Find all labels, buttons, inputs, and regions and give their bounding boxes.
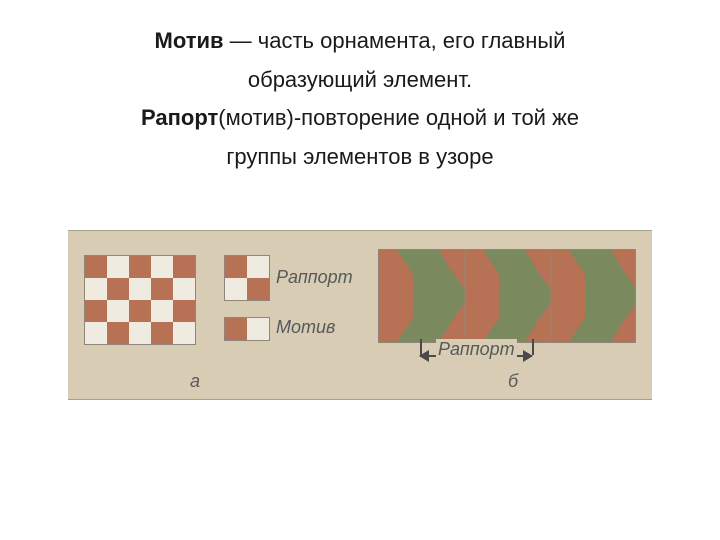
arrow-head-right-icon (523, 350, 533, 362)
def-rapport-line2: группы элементов в узоре (0, 138, 720, 177)
figure-panel: Раппорт Мотив Раппорт а б (68, 230, 652, 400)
cell (225, 256, 247, 278)
cell (225, 318, 247, 340)
definitions: Мотив — часть орнамента, его главный обр… (0, 22, 720, 176)
term-motif: Мотив (155, 28, 224, 53)
page: Мотив — часть орнамента, его главный обр… (0, 0, 720, 540)
sublabel-a: а (190, 371, 200, 392)
cell (107, 278, 129, 300)
motif-block (224, 317, 270, 341)
cell (151, 322, 173, 344)
def-motif-line1: Мотив — часть орнамента, его главный (0, 22, 720, 61)
def-motif-line2: образующий элемент. (0, 61, 720, 100)
cell (129, 278, 151, 300)
def-rapport-line1: Рапорт(мотив)-повторение одной и той же (0, 99, 720, 138)
cell (247, 318, 269, 340)
cell (85, 322, 107, 344)
cell (173, 300, 195, 322)
cell (247, 278, 269, 300)
cell (247, 256, 269, 278)
ornament-panel (378, 249, 636, 343)
def-motif-rest: — часть орнамента, его главный (224, 28, 566, 53)
rapport-block (224, 255, 270, 301)
cell (85, 300, 107, 322)
cell (225, 278, 247, 300)
cell (107, 322, 129, 344)
cell (129, 322, 151, 344)
cell (151, 278, 173, 300)
arrow-label: Раппорт (436, 339, 517, 360)
arrow-head-left-icon (419, 350, 429, 362)
cell (107, 300, 129, 322)
label-rapport: Раппорт (276, 267, 353, 288)
cell (173, 256, 195, 278)
checkerboard (84, 255, 196, 345)
cell (151, 256, 173, 278)
label-motif: Мотив (276, 317, 335, 338)
cell (173, 322, 195, 344)
cell (129, 300, 151, 322)
sublabel-b: б (508, 371, 518, 392)
cell (85, 278, 107, 300)
cell (85, 256, 107, 278)
cell (151, 300, 173, 322)
ornament-svg (379, 250, 635, 342)
cell (129, 256, 151, 278)
def-rapport-rest: (мотив)-повторение одной и той же (218, 105, 579, 130)
cell (107, 256, 129, 278)
term-rapport: Рапорт (141, 105, 218, 130)
cell (173, 278, 195, 300)
